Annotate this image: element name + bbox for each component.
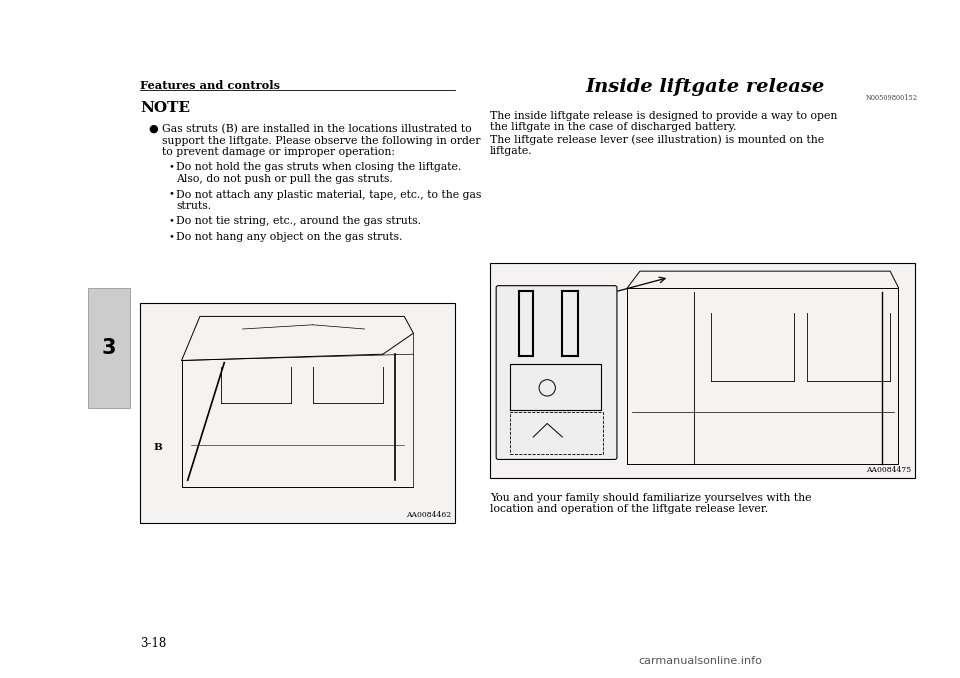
- Bar: [88, 288, 130, 408]
- Text: 3: 3: [102, 338, 116, 358]
- Text: carmanualsonline.info: carmanualsonline.info: [638, 656, 762, 666]
- Text: •: •: [168, 232, 174, 241]
- Text: Gas struts (B) are installed in the locations illustrated to: Gas struts (B) are installed in the loca…: [162, 124, 471, 134]
- Text: Do not hang any object on the gas struts.: Do not hang any object on the gas struts…: [176, 232, 402, 242]
- Text: the liftgate in the case of discharged battery.: the liftgate in the case of discharged b…: [490, 123, 736, 132]
- Text: Do not tie string, etc., around the gas struts.: Do not tie string, etc., around the gas …: [176, 216, 421, 226]
- FancyBboxPatch shape: [496, 285, 617, 460]
- Text: You and your family should familiarize yourselves with the: You and your family should familiarize y…: [490, 493, 811, 503]
- Text: •: •: [168, 216, 174, 226]
- Text: liftgate.: liftgate.: [490, 146, 533, 155]
- Text: Features and controls: Features and controls: [140, 80, 280, 91]
- Text: NOTE: NOTE: [140, 101, 190, 115]
- Text: AA0084475: AA0084475: [866, 466, 911, 474]
- Text: struts.: struts.: [176, 201, 211, 211]
- Text: location and operation of the liftgate release lever.: location and operation of the liftgate r…: [490, 504, 768, 515]
- Text: AA0084462: AA0084462: [406, 511, 451, 519]
- Text: ●: ●: [148, 124, 157, 134]
- Text: The liftgate release lever (see illustration) is mounted on the: The liftgate release lever (see illustra…: [490, 134, 824, 144]
- Bar: [510, 412, 603, 454]
- Text: Do not hold the gas struts when closing the liftgate.: Do not hold the gas struts when closing …: [176, 163, 461, 172]
- Text: to prevent damage or improper operation:: to prevent damage or improper operation:: [162, 147, 395, 157]
- Text: •: •: [168, 189, 174, 199]
- Text: B: B: [154, 443, 162, 452]
- Text: N00509800152: N00509800152: [866, 94, 918, 102]
- Text: Also, do not push or pull the gas struts.: Also, do not push or pull the gas struts…: [176, 174, 393, 184]
- Text: •: •: [168, 163, 174, 172]
- Text: Do not attach any plastic material, tape, etc., to the gas: Do not attach any plastic material, tape…: [176, 189, 481, 199]
- Text: support the liftgate. Please observe the following in order: support the liftgate. Please observe the…: [162, 136, 481, 146]
- Bar: [490, 263, 915, 478]
- Text: 3-18: 3-18: [140, 637, 166, 650]
- Bar: [140, 303, 455, 523]
- Text: The inside liftgate release is designed to provide a way to open: The inside liftgate release is designed …: [490, 111, 837, 121]
- Text: Inside liftgate release: Inside liftgate release: [586, 78, 825, 96]
